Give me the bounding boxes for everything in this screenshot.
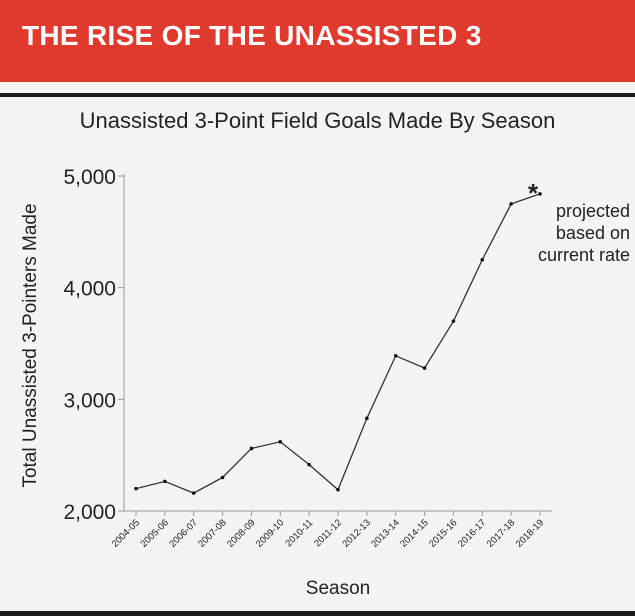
data-point	[163, 479, 167, 484]
bottom-divider	[0, 611, 635, 616]
data-point	[365, 416, 369, 421]
data-point	[249, 446, 254, 451]
banner-title: THE RISE OF THE UNASSISTED 3	[22, 20, 482, 51]
x-tick-label: 2009-10	[254, 517, 286, 549]
data-point	[393, 353, 398, 358]
data-point	[509, 202, 513, 206]
x-tick-label: 2010-11	[283, 517, 315, 549]
x-tick-label: 2013-14	[369, 517, 401, 549]
data-point	[278, 439, 283, 444]
x-tick-label: 2015-16	[427, 517, 459, 549]
data-point	[480, 257, 485, 262]
data-point	[220, 475, 225, 480]
x-tick-label: 2011-12	[312, 517, 344, 549]
y-tick-label: 3,000	[63, 389, 116, 412]
x-tick-label: 2018-19	[514, 517, 546, 549]
divider	[0, 93, 635, 97]
x-tick-label: 2005-06	[139, 517, 171, 549]
x-tick-label: 2006-07	[167, 517, 199, 549]
y-tick-label: 2,000	[63, 501, 116, 524]
x-tick-label: 2008-09	[225, 517, 257, 549]
data-point	[191, 491, 196, 495]
x-tick-label: 2007-08	[196, 517, 228, 549]
data-point	[538, 192, 542, 196]
series-line	[135, 193, 541, 494]
projection-note: projected based on current rate	[508, 200, 630, 266]
projection-note-line-1: projected	[555, 201, 630, 221]
data-point	[336, 487, 340, 492]
x-tick-label: 2012-13	[341, 517, 373, 549]
projection-asterisk: *	[528, 178, 539, 208]
projection-note-line-2: based on	[555, 223, 630, 243]
y-tick-label: 4,000	[63, 278, 116, 301]
data-point	[307, 462, 311, 467]
data-point	[451, 319, 456, 323]
x-axis-label: Season	[306, 578, 370, 599]
projection-note-line-3: current rate	[537, 245, 630, 265]
y-tick-label: 5,000	[63, 166, 116, 189]
y-axis-label: Total Unassisted 3-Pointers Made	[20, 203, 41, 487]
header-banner: THE RISE OF THE UNASSISTED 3	[0, 0, 635, 82]
x-tick-label: 2016-17	[456, 517, 488, 549]
data-point	[422, 366, 427, 370]
x-tick-label: 2014-15	[398, 517, 430, 549]
data-point	[134, 486, 138, 491]
x-tick-label: 2017-18	[485, 517, 517, 549]
chart-title: Unassisted 3-Point Field Goals Made By S…	[79, 108, 556, 133]
